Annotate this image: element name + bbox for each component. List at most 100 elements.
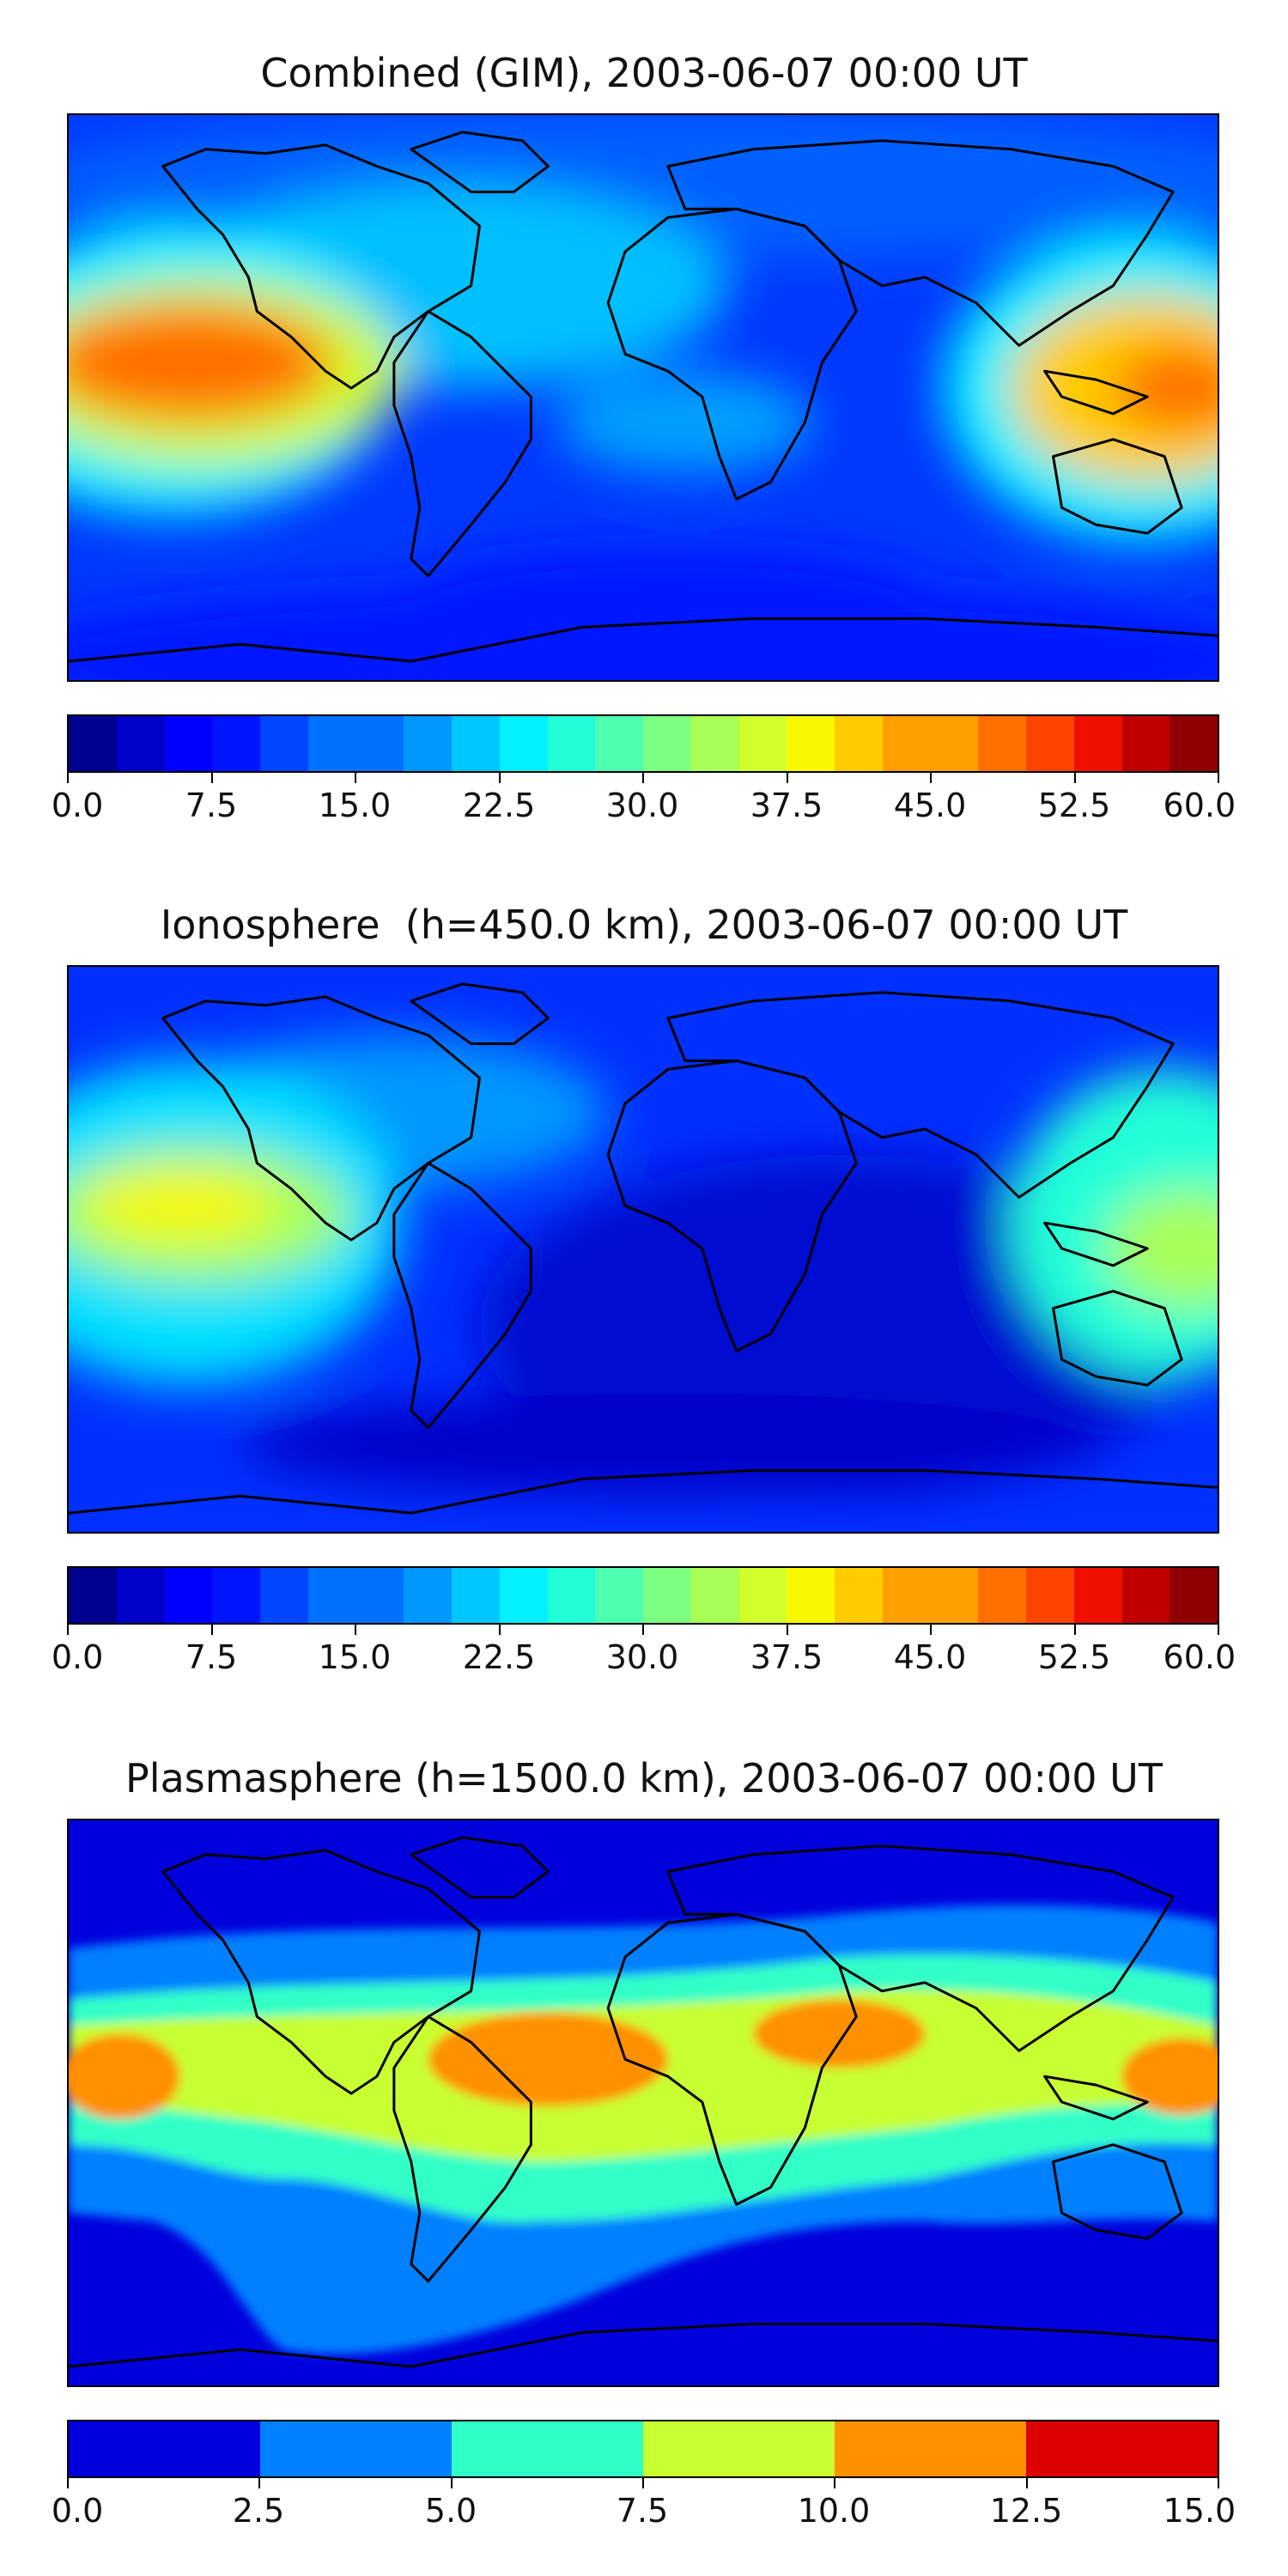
colorbar-segment [307,716,356,771]
colorbar-tick [787,1625,788,1635]
colorbar-tick [930,773,932,783]
colorbar-segment [212,716,260,771]
colorbar-segment [787,1568,835,1623]
colorbar-tick-label: 15.0 [1163,2492,1236,2530]
colorbar-segment [1121,716,1170,771]
colorbar-segment [69,716,117,771]
colorbar-tick-label: 37.5 [750,1638,823,1676]
colorbar-segment [547,1568,596,1623]
colorbar-tick-label: 52.5 [1037,787,1111,824]
colorbar-segment [1026,1568,1074,1623]
colorbar-segment [212,1568,260,1623]
colorbar-segment [116,1568,165,1623]
colorbar-segment [355,716,404,771]
colorbar-segment [69,1568,117,1623]
colorbar-segment [1121,1568,1170,1623]
panel-1-title: Combined (GIM), 2003-06-07 00:00 UT [260,50,1028,96]
colorbar-segment [1073,1568,1122,1623]
colorbar-tick [67,1625,69,1635]
colorbar-tick-label: 7.5 [616,2492,669,2530]
colorbar-tick-label: 22.5 [462,787,536,824]
colorbar-tick-label: 45.0 [893,787,967,824]
colorbar-segment [978,716,1026,771]
panel-1-map-svg [69,115,1218,680]
colorbar-segment [690,1568,739,1623]
colorbar-segment [164,716,213,771]
colorbar-segment [738,716,787,771]
panel-2-colorbar [67,1566,1219,1625]
coastlines [69,1836,1218,2368]
colorbar-tick [834,2478,835,2488]
colorbar-segment [499,1568,548,1623]
panel-2-colorbar-ticks: 0.0 7.5 15.0 22.5 30.0 37.5 45.0 52.5 60.0 [52,1625,1236,1676]
colorbar-tick [211,773,213,783]
colorbar-segment [643,1568,691,1623]
colorbar-tick-label: 15.0 [318,1638,392,1676]
colorbar-tick [1218,2478,1219,2488]
colorbar-segment [404,1568,452,1623]
colorbar-tick [67,773,69,783]
colorbar-tick [67,2478,69,2488]
colorbar-tick [787,773,788,783]
colorbar-segment [116,716,165,771]
colorbar-tick [355,773,356,783]
colorbar-tick-label: 30.0 [605,1638,679,1676]
colorbar-segment [1170,716,1218,771]
colorbar-tick [258,2478,260,2488]
colorbar-segment [643,716,691,771]
colorbar-tick-label: 37.5 [750,787,823,824]
colorbar-tick-label: 7.5 [185,1638,238,1676]
colorbar-segment [835,2421,1026,2476]
colorbar-tick [1026,2478,1028,2488]
colorbar-segment [452,1568,500,1623]
panel-3-title: Plasmasphere (h=1500.0 km), 2003-06-07 0… [125,1755,1163,1801]
colorbar-segment [452,2421,643,2476]
colorbar-tick-label: 12.5 [989,2492,1063,2530]
colorbar-tick-label: 0.0 [51,2492,104,2530]
colorbar-segment [787,716,835,771]
colorbar-tick [642,2478,644,2488]
colorbar-tick-label: 5.0 [424,2492,477,2530]
coastlines [69,982,1218,1515]
colorbar-tick-label: 52.5 [1037,1638,1111,1676]
colorbar-segment [404,716,452,771]
colorbar-segment [930,716,979,771]
colorbar-segment [1073,716,1122,771]
colorbar-tick [930,1625,932,1635]
colorbar-segment [260,2421,452,2476]
colorbar-segment [595,1568,643,1623]
colorbar-segment [355,1568,404,1623]
colorbar-tick-label: 60.0 [1163,1638,1236,1676]
colorbar-tick [211,1625,213,1635]
colorbar-tick-label: 2.5 [232,2492,285,2530]
colorbar-segment [1026,2421,1218,2476]
colorbar-tick [1074,1625,1076,1635]
colorbar-segment [882,716,931,771]
panel-1-colorbar-ticks: 0.0 7.5 15.0 22.5 30.0 37.5 45.0 52.5 60.0 [52,773,1236,824]
colorbar-tick [1218,1625,1219,1635]
colorbar-tick [642,1625,644,1635]
panel-2-map-svg [69,967,1218,1532]
colorbar-tick-label: 15.0 [318,787,392,824]
panel-1-colorbar [67,714,1219,773]
colorbar-tick [499,773,501,783]
colorbar-segment [738,1568,787,1623]
colorbar-tick [451,2478,453,2488]
colorbar-segment [690,716,739,771]
colorbar-segment [307,1568,356,1623]
colorbar-segment [260,1568,308,1623]
colorbar-segment [69,2421,260,2476]
colorbar-segment [835,716,883,771]
colorbar-tick-label: 0.0 [51,1638,104,1676]
colorbar-tick [642,773,644,783]
coastlines [69,131,1218,663]
panel-3-map-plasmasphere [67,1819,1219,2387]
colorbar-segment [1026,716,1074,771]
colorbar-segment [930,1568,979,1623]
colorbar-segment [882,1568,931,1623]
colorbar-tick-label: 45.0 [893,1638,967,1676]
panel-3-map-svg [69,1820,1218,2385]
colorbar-tick-label: 22.5 [462,1638,536,1676]
colorbar-segment [547,716,596,771]
colorbar-segment [643,2421,835,2476]
